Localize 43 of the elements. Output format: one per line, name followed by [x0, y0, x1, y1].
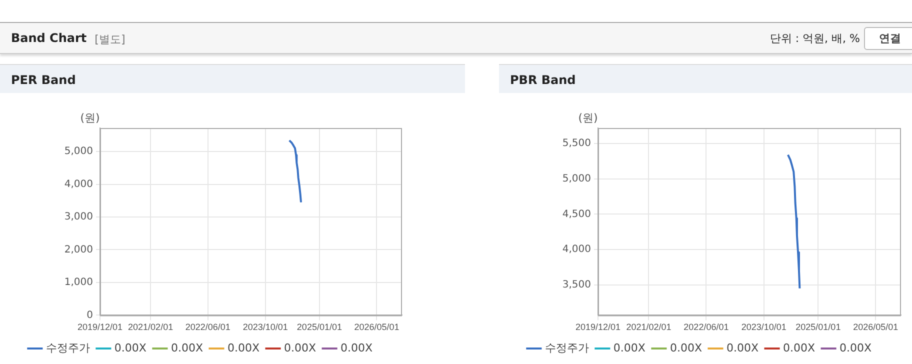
x-tick-label: 2025/01/01: [296, 322, 342, 332]
y-tick-label: 4,000: [64, 178, 93, 190]
text: 연결: [864, 27, 912, 50]
x-tick-label: 2021/02/01: [128, 322, 174, 332]
y-tick-label: 5,000: [562, 173, 591, 184]
legend-label: 0.00X: [170, 341, 204, 354]
x-tick-label: 2022/06/01: [185, 322, 230, 332]
legend-label: 0.00X: [340, 341, 374, 354]
legend-label: 0.00X: [726, 341, 759, 354]
y-tick-label: 5,000: [64, 146, 93, 158]
x-tick-label: 2026/05/01: [853, 322, 898, 332]
legend-label: 수정주가: [544, 341, 589, 354]
legend-label: 0.00X: [670, 341, 702, 354]
y-axis-title: (원): [578, 111, 598, 124]
y-tick-label: 3,000: [64, 212, 93, 223]
x-tick-label: 2019/12/01: [77, 322, 123, 332]
y-tick-label: 4,000: [562, 244, 591, 256]
x-tick-label: 2023/10/01: [242, 322, 288, 332]
legend-label: 0.00X: [227, 341, 260, 354]
legend-label: 0.00X: [840, 341, 872, 354]
text: 단위 : 억원, 배, %: [770, 31, 860, 46]
y-tick-label: 5,500: [562, 138, 591, 150]
y-tick-label: 3,500: [562, 279, 591, 290]
x-tick-label: 2019/12/01: [575, 322, 621, 332]
legend-label: 0.00X: [284, 341, 317, 354]
legend-label: 0.00X: [114, 341, 147, 354]
legend-label: 0.00X: [783, 341, 816, 354]
x-tick-label: 2025/01/01: [796, 322, 841, 332]
x-tick-label: 2026/05/01: [354, 322, 400, 332]
y-tick-label: 1,000: [64, 277, 93, 288]
y-tick-label: 4,500: [562, 208, 591, 220]
x-tick-label: 2022/06/01: [684, 322, 729, 332]
text: Band Chart: [11, 31, 87, 45]
chart-title: PER Band: [0, 65, 465, 93]
y-tick-label: 2,000: [64, 244, 93, 256]
legend-label: 0.00X: [613, 341, 646, 354]
legend-label: 수정주가: [46, 341, 90, 354]
chart-title: PBR Band: [499, 65, 912, 93]
y-tick-label: 0: [86, 310, 93, 321]
text: [별도]: [94, 32, 126, 47]
x-tick-label: 2021/02/01: [626, 322, 672, 332]
x-tick-label: 2023/10/01: [741, 322, 786, 332]
y-axis-title: (원): [80, 111, 100, 124]
